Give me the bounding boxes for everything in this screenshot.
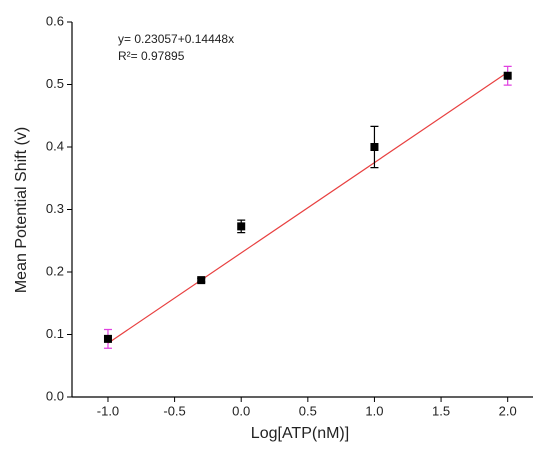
point [237,222,246,231]
y-tick-label: 0.2 [46,263,64,278]
x-tick-label: -1.0 [97,403,119,418]
r-squared: R²= 0.97895 [118,49,185,63]
y-tick-label: 0.3 [46,201,64,216]
y-tick-label: 0.0 [46,388,64,403]
y-tick-label: 0.4 [46,138,64,153]
x-tick-label: 1.5 [432,403,450,418]
x-tick-label: 2.0 [499,403,517,418]
y-axis-label: Mean Potential Shift (v) [13,127,30,293]
point [503,71,512,80]
point [103,334,112,343]
x-tick-label: 1.0 [365,403,383,418]
point [370,143,379,151]
fit-line [107,71,509,344]
x-tick-label: 0.5 [299,403,317,418]
point [197,276,206,285]
x-tick-label: -0.5 [163,403,185,418]
y-tick-label: 0.5 [46,76,64,91]
x-tick-label: 0.0 [232,403,250,418]
fit-equation: y= 0.23057+0.14448x [118,32,234,46]
y-tick-label: 0.1 [46,326,64,341]
x-axis-label: Log[ATP(nM)] [251,425,349,442]
y-tick-label: 0.6 [46,13,64,28]
